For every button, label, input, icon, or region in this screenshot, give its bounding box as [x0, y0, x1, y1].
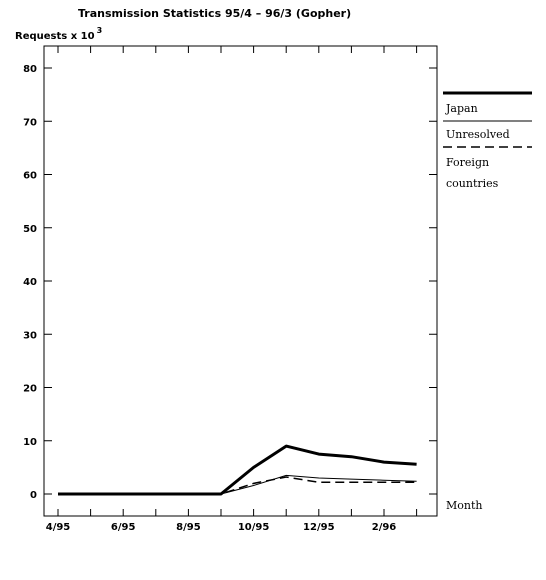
y-axis-label-exponent: 3 [97, 26, 103, 35]
y-tick-label: 30 [23, 330, 37, 341]
legend: Japan Unresolved Foreign countries [443, 91, 532, 190]
y-tick-label: 10 [23, 437, 37, 448]
x-tick-label: 12/95 [303, 522, 335, 533]
legend-label-foreign-line1: Foreign [446, 156, 489, 169]
x-tick-label: 10/95 [238, 522, 270, 533]
x-tick-label: 2/96 [372, 522, 397, 533]
legend-label-japan: Japan [445, 102, 478, 115]
legend-label-foreign: Foreign countries [446, 156, 499, 190]
x-tick-label: 6/95 [111, 522, 136, 533]
legend-label-foreign-line2: countries [446, 177, 499, 190]
series-line-unresolved [58, 474, 417, 495]
series-line-japan [58, 444, 417, 496]
x-tick-label: 4/95 [46, 522, 71, 533]
y-axis-ticks: 0 10 20 30 40 50 60 70 80 [23, 64, 437, 501]
x-axis-ticks: 4/95 6/95 8/95 10/95 12/95 2/96 [46, 46, 418, 533]
y-tick-label: 70 [23, 117, 37, 128]
y-tick-label: 50 [23, 224, 37, 235]
y-tick-label: 20 [23, 384, 37, 395]
y-tick-label: 40 [23, 277, 37, 288]
series-lines [58, 444, 417, 496]
plot-area-frame [43, 45, 438, 517]
y-axis-label-text: Requests x 10 [15, 31, 95, 42]
y-axis-label: Requests x 103 [15, 26, 102, 42]
y-tick-label: 80 [23, 64, 37, 75]
x-tick-label: 8/95 [176, 522, 201, 533]
y-tick-label: 60 [23, 171, 37, 182]
chart-title: Transmission Statistics 95/4 – 96/3 (Gop… [78, 7, 351, 20]
y-tick-label: 0 [30, 490, 37, 501]
legend-label-unresolved: Unresolved [446, 128, 510, 141]
x-axis-label: Month [446, 499, 482, 512]
